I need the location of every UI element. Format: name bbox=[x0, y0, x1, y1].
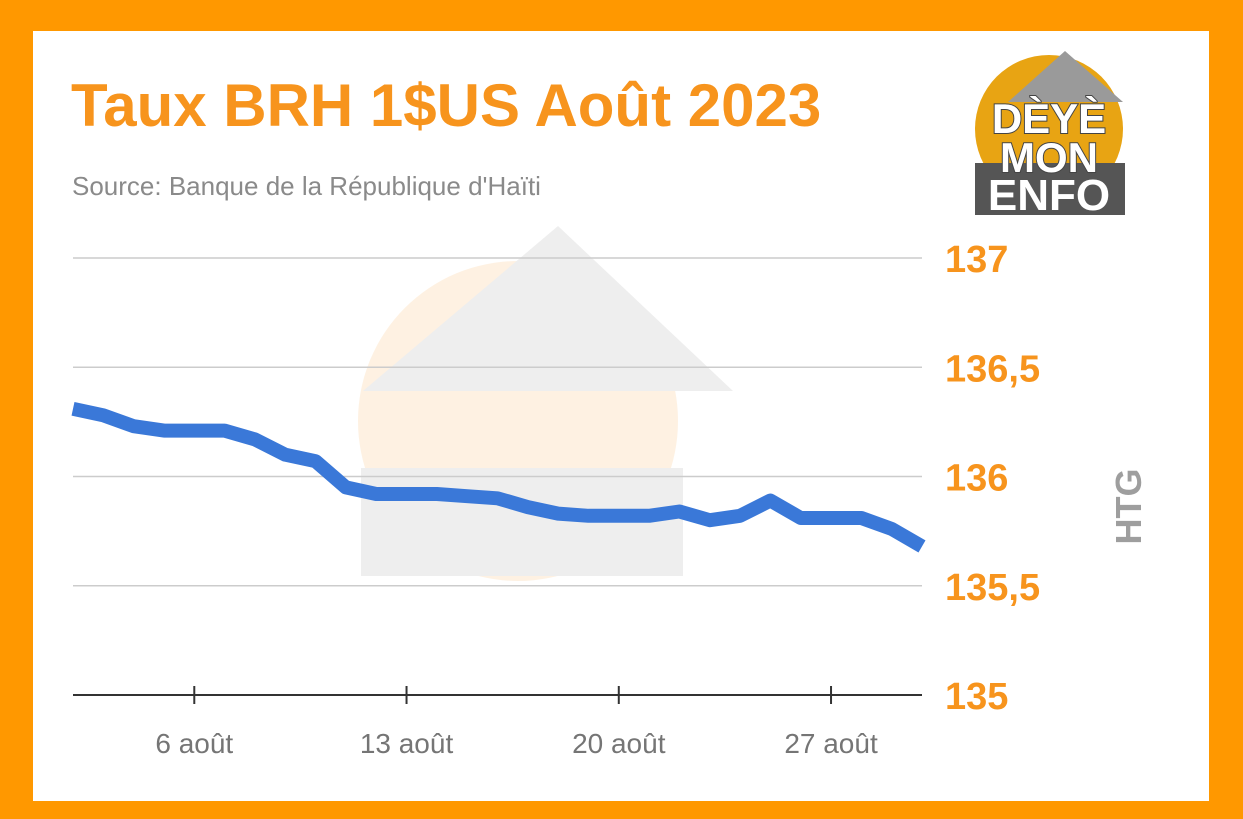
x-tick-label: 13 août bbox=[360, 728, 454, 759]
y-tick-label: 136,5 bbox=[945, 348, 1040, 390]
chart-title: Taux BRH 1$US Août 2023 bbox=[71, 72, 822, 139]
gridlines bbox=[73, 257, 922, 696]
logo-text-line2: MON bbox=[1000, 134, 1098, 181]
logo-mountain bbox=[1008, 51, 1123, 102]
x-tick-label: 20 août bbox=[572, 728, 666, 759]
y-tick-label: 137 bbox=[945, 239, 1008, 281]
x-tick-label: 27 août bbox=[784, 728, 878, 759]
logo-text-box bbox=[975, 163, 1125, 215]
chart-subtitle: Source: Banque de la République d'Haïti bbox=[72, 171, 541, 201]
logo-text-line1: DÈYÈ bbox=[992, 95, 1106, 142]
brand-logo: DÈYÈ MON ENFO bbox=[975, 51, 1125, 217]
y-tick-label: 135 bbox=[945, 676, 1008, 718]
x-axis: 6 août 13 août 20 août 27 août bbox=[155, 686, 878, 759]
logo-text-line3: ENFO bbox=[988, 171, 1110, 217]
y-tick-label: 135,5 bbox=[945, 567, 1040, 609]
series-line bbox=[71, 401, 926, 553]
y-tick-label: 136 bbox=[945, 458, 1008, 500]
line-chart: 6 août 13 août 20 août 27 août 135135,51361… bbox=[71, 226, 1149, 759]
y-axis-ticks: 135 135,5 136 136,5 137 bbox=[945, 239, 1040, 718]
chart-card: Taux BRH 1$US Août 2023 Source: Banque d… bbox=[33, 31, 1209, 801]
x-tick-label: 6 août bbox=[155, 728, 233, 759]
y-axis-label: HTG bbox=[1108, 469, 1149, 545]
watermark-logo bbox=[358, 226, 733, 581]
